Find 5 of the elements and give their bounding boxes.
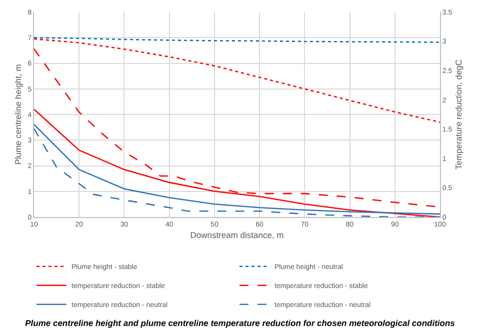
x-axis-title: Downstream distance, m	[190, 230, 284, 240]
line-series	[34, 38, 440, 123]
y2-axis-title: Temperature reduction, degC	[454, 59, 464, 170]
y-axis-title: Plume centreline height, m	[13, 64, 24, 165]
text: Plume centreline height and plume centreline temperature reduction for chosen meteorological conditions	[25, 318, 456, 328]
